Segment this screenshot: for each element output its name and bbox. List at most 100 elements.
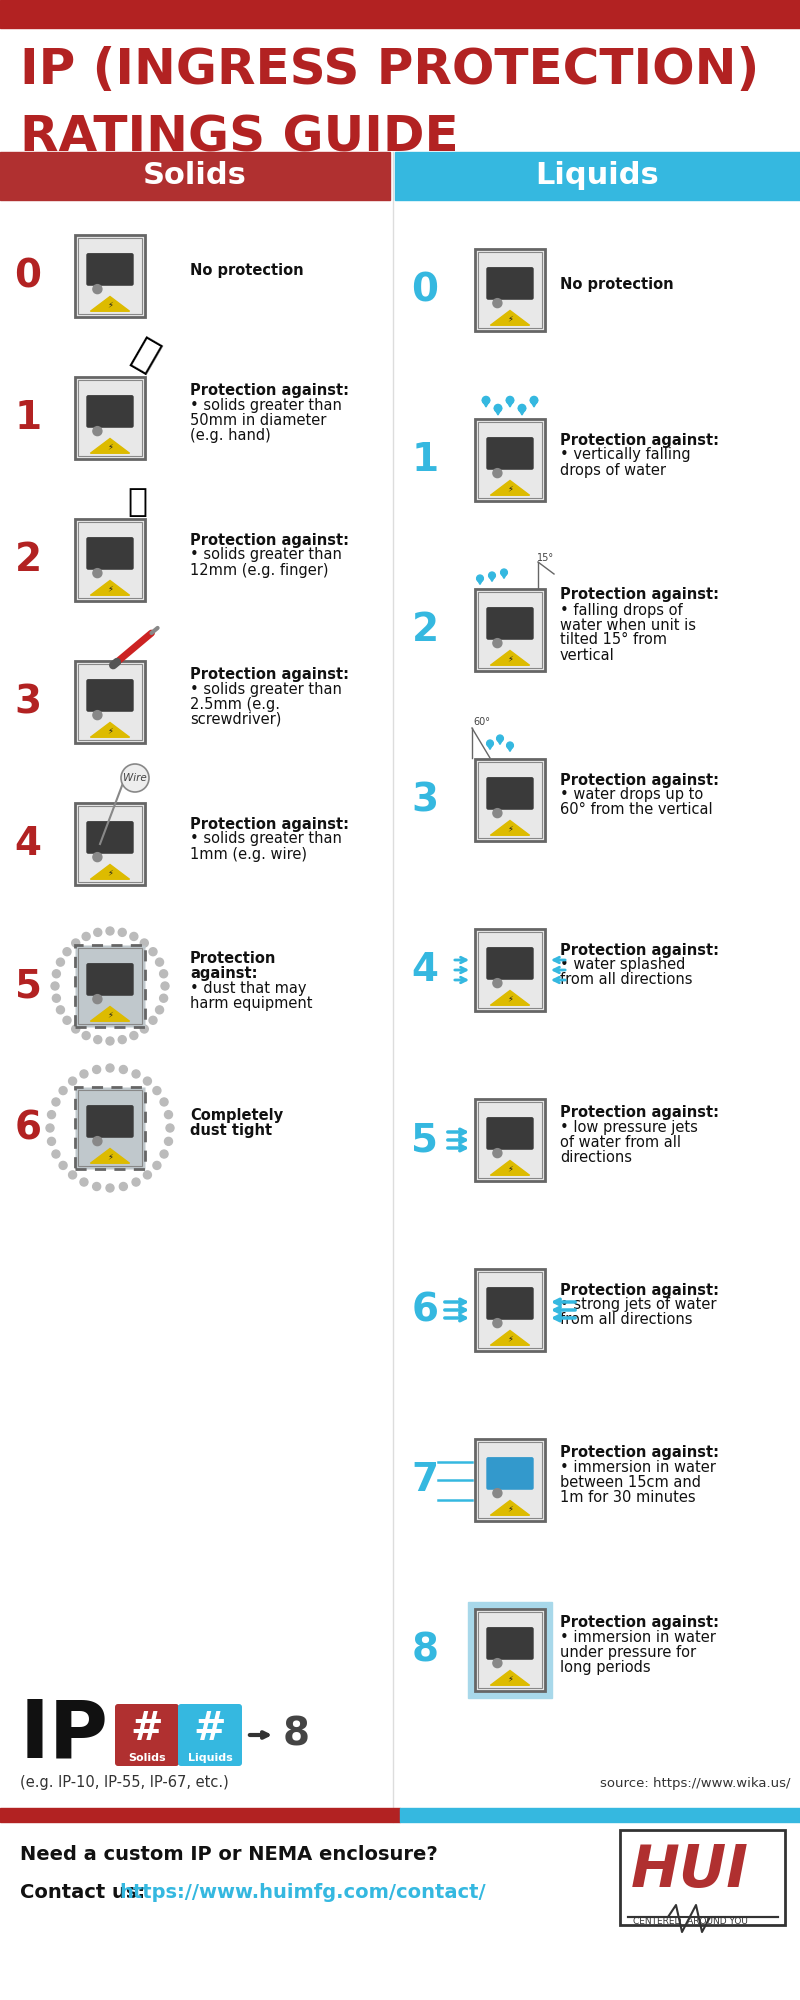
Circle shape [160, 994, 168, 1002]
Text: (e.g. IP-10, IP-55, IP-67, etc.): (e.g. IP-10, IP-55, IP-67, etc.) [20, 1776, 229, 1790]
Circle shape [69, 1170, 77, 1178]
Circle shape [518, 404, 526, 412]
Circle shape [130, 1032, 138, 1040]
FancyBboxPatch shape [86, 1106, 134, 1138]
Circle shape [52, 1098, 60, 1106]
Circle shape [493, 1658, 502, 1668]
Text: Protection against:: Protection against: [560, 588, 719, 602]
Text: ⚡: ⚡ [107, 300, 113, 310]
Bar [478, 1102, 542, 1178]
Bar [0, 0, 800, 28]
Circle shape [93, 710, 102, 720]
Polygon shape [486, 744, 494, 750]
Circle shape [94, 928, 102, 936]
Circle shape [106, 928, 114, 936]
Bar [620, 1830, 785, 1924]
Text: 1: 1 [411, 442, 438, 478]
Text: Protection against:: Protection against: [560, 1616, 719, 1630]
Circle shape [52, 1150, 60, 1158]
Text: 2: 2 [14, 540, 42, 580]
Text: 60°: 60° [474, 718, 490, 726]
Text: ⚡: ⚡ [107, 1010, 113, 1020]
Polygon shape [490, 1500, 530, 1516]
Polygon shape [494, 408, 502, 414]
Circle shape [153, 1162, 161, 1170]
Text: 7: 7 [411, 1460, 438, 1500]
FancyBboxPatch shape [178, 1704, 242, 1766]
Text: • immersion in water: • immersion in water [560, 1630, 716, 1644]
Circle shape [155, 958, 163, 966]
Text: (e.g. hand): (e.g. hand) [190, 428, 270, 444]
Text: IP: IP [20, 1696, 109, 1774]
Text: Protection against:: Protection against: [190, 532, 349, 548]
Circle shape [119, 1066, 127, 1074]
Circle shape [155, 1006, 163, 1014]
Circle shape [57, 958, 65, 966]
Circle shape [130, 932, 138, 940]
Bar [75, 946, 145, 1028]
Text: No protection: No protection [560, 278, 674, 292]
Text: • vertically falling: • vertically falling [560, 448, 690, 462]
Circle shape [52, 994, 60, 1002]
Bar [78, 522, 142, 598]
Circle shape [132, 1178, 140, 1186]
Bar [75, 802, 145, 884]
Text: 60° from the vertical: 60° from the vertical [560, 802, 713, 818]
Circle shape [493, 808, 502, 818]
FancyBboxPatch shape [115, 1704, 179, 1766]
Text: 👉: 👉 [125, 486, 145, 518]
FancyBboxPatch shape [486, 1288, 534, 1320]
Text: Completely: Completely [190, 1108, 283, 1124]
Text: Liquids: Liquids [188, 1752, 232, 1764]
Bar [75, 376, 145, 460]
Polygon shape [490, 650, 530, 666]
Bar [0, 1808, 400, 1822]
Text: • low pressure jets: • low pressure jets [560, 1120, 698, 1136]
Bar [78, 948, 142, 1024]
Text: ⚡: ⚡ [507, 994, 513, 1004]
Circle shape [51, 982, 59, 990]
Circle shape [69, 1078, 77, 1086]
Text: CENTERED  AROUND YOU: CENTERED AROUND YOU [633, 1918, 747, 1926]
Bar [78, 380, 142, 456]
Polygon shape [90, 722, 130, 738]
Text: 5: 5 [14, 968, 42, 1004]
Circle shape [118, 1036, 126, 1044]
Text: 3: 3 [14, 684, 42, 720]
Circle shape [160, 1098, 168, 1106]
Polygon shape [497, 738, 503, 744]
Text: 🖐: 🖐 [126, 332, 165, 378]
Polygon shape [490, 990, 530, 1006]
Polygon shape [490, 1160, 530, 1176]
Circle shape [493, 978, 502, 988]
Text: Protection against:: Protection against: [560, 1282, 719, 1298]
Text: 1mm (e.g. wire): 1mm (e.g. wire) [190, 846, 307, 862]
Bar [78, 806, 142, 882]
Text: • strong jets of water: • strong jets of water [560, 1298, 717, 1312]
Polygon shape [501, 572, 507, 578]
Text: 50mm in diameter: 50mm in diameter [190, 414, 326, 428]
Text: Protection against:: Protection against: [560, 942, 719, 958]
Text: ⚡: ⚡ [507, 654, 513, 664]
Text: ⚡: ⚡ [507, 1334, 513, 1344]
Text: 1m for 30 minutes: 1m for 30 minutes [560, 1490, 696, 1504]
Text: ⚡: ⚡ [507, 314, 513, 324]
Text: 3: 3 [411, 780, 438, 820]
Polygon shape [90, 296, 130, 312]
Bar [78, 1090, 142, 1166]
Text: under pressure for: under pressure for [560, 1644, 696, 1660]
Text: dust tight: dust tight [190, 1124, 272, 1138]
Circle shape [93, 1136, 102, 1146]
Text: ⚡: ⚡ [507, 484, 513, 494]
Text: Protection against:: Protection against: [190, 816, 349, 832]
Circle shape [160, 1150, 168, 1158]
Polygon shape [90, 864, 130, 880]
Text: No protection: No protection [190, 264, 304, 278]
Bar [475, 1100, 545, 1180]
Bar [478, 252, 542, 328]
Text: 6: 6 [411, 1292, 438, 1328]
Text: 4: 4 [14, 824, 42, 864]
FancyBboxPatch shape [486, 438, 534, 470]
Text: water when unit is: water when unit is [560, 618, 696, 632]
Circle shape [506, 396, 514, 404]
